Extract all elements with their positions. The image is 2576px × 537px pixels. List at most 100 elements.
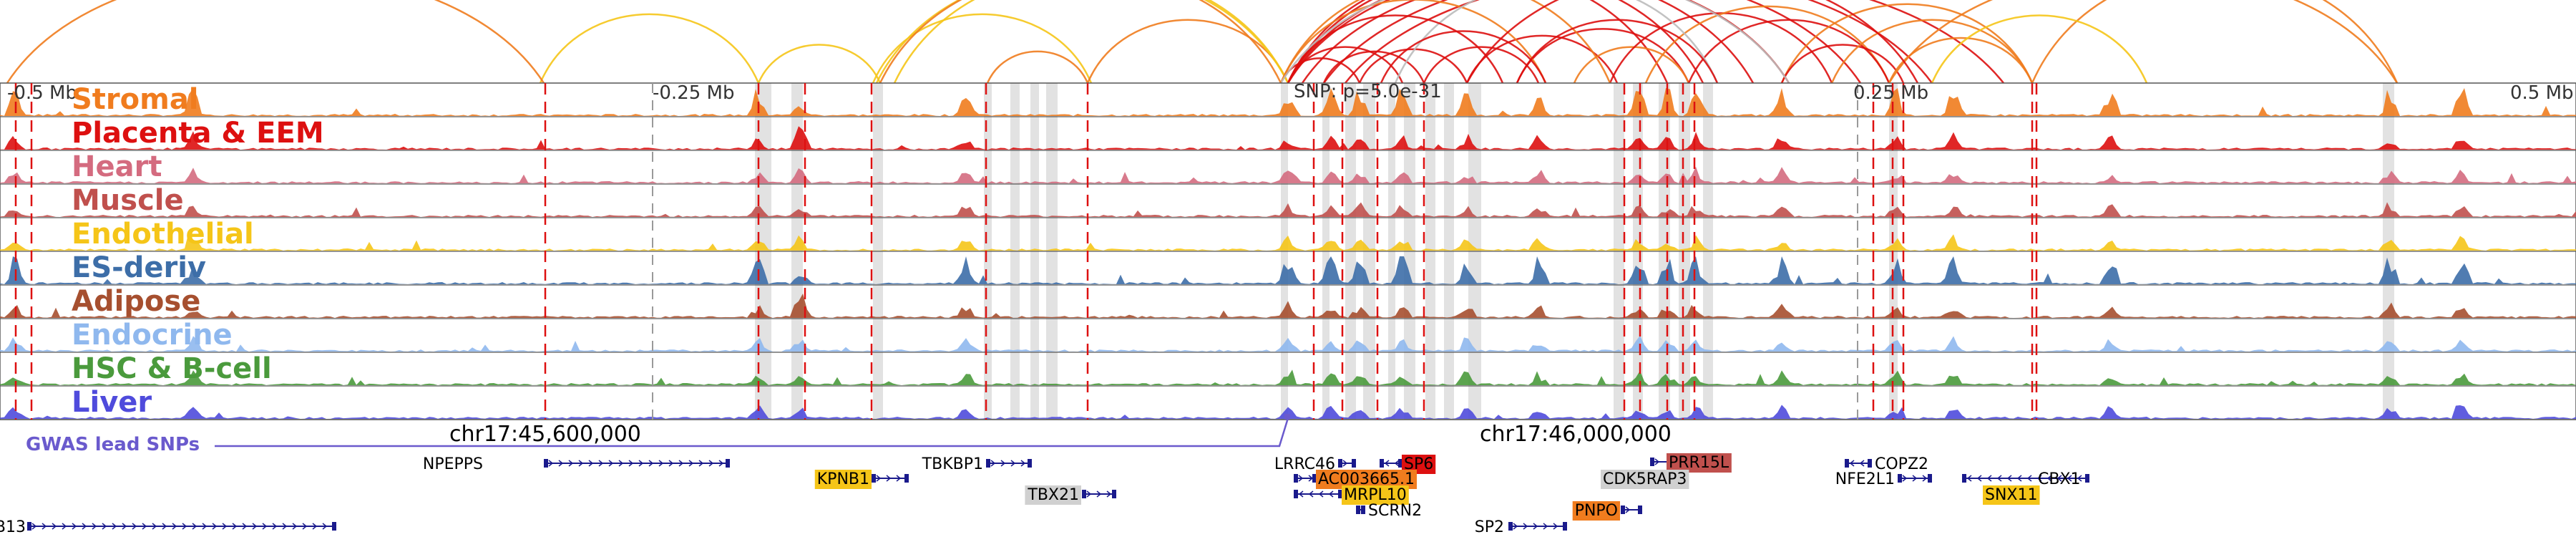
strand-chevron	[608, 460, 614, 467]
strand-chevron	[212, 523, 218, 530]
strand-chevron	[708, 460, 714, 467]
interaction-arc	[1780, 3, 2034, 84]
strand-chevron	[1106, 490, 1112, 498]
strand-chevron	[698, 460, 704, 467]
exon-block	[1338, 490, 1342, 498]
gene-label: PRR15L	[1669, 454, 1729, 472]
interaction-arc	[1573, 46, 1690, 84]
gene-label: AC003665.1	[1318, 470, 1415, 488]
gene-label: SP2	[1475, 518, 1504, 536]
exon-block	[904, 474, 909, 483]
signal-adipose	[0, 294, 2576, 318]
exon-block	[1361, 505, 1365, 514]
interaction-arc	[1423, 46, 1540, 84]
coordinate-label-46000000: chr17:46,000,000	[1480, 422, 1672, 447]
exon-block	[1962, 474, 1966, 483]
strand-chevron	[1298, 475, 1304, 482]
interaction-arc	[1086, 19, 1289, 84]
strand-chevron	[1010, 460, 1016, 467]
interaction-arc	[2031, 0, 2399, 84]
signal-placenta-eem	[0, 126, 2576, 150]
interaction-arc	[1322, 50, 1425, 84]
strand-chevron	[1654, 458, 1660, 465]
strand-chevron	[272, 523, 278, 530]
axis-tick-minus-0.5mb: -0.5 Mb	[7, 82, 77, 104]
strand-chevron	[82, 523, 87, 530]
interaction-arc	[1931, 14, 2148, 84]
track-label-placenta-eem: Placenta & EEM	[72, 117, 324, 150]
interaction-arc	[986, 50, 1089, 84]
gene-label: COPZ2	[1875, 455, 1928, 473]
strand-chevron	[588, 460, 594, 467]
strand-chevron	[252, 523, 258, 530]
strand-chevron	[42, 523, 47, 530]
strand-chevron	[162, 523, 167, 530]
gene-label: B13	[0, 518, 26, 536]
signal-es-deriv	[0, 256, 2576, 284]
gene-highlight-box	[1342, 485, 1409, 505]
interaction-arc	[875, 0, 1289, 84]
interaction-arc	[1287, 0, 1669, 84]
exon-block	[1312, 474, 1317, 483]
gene-highlight-box	[814, 470, 872, 489]
signal-liver	[0, 405, 2576, 419]
interaction-arc	[1394, 0, 1719, 84]
exon-block	[1028, 459, 1032, 468]
strand-chevron	[1086, 490, 1092, 498]
gene-kpnb1: KPNB1	[814, 470, 909, 489]
track-label-es-deriv: ES-deriv	[72, 251, 206, 284]
interaction-arc	[1888, 0, 2399, 84]
axis-tick-minus-0.25mb: -0.25 Mb	[653, 82, 734, 104]
interaction-arc	[6, 0, 545, 84]
exon-block	[1638, 505, 1642, 514]
interaction-arc	[1279, 0, 1611, 84]
interaction-arc	[1780, 44, 1905, 84]
exon-block	[986, 459, 990, 468]
gwas-track: GWAS lead SNPs	[26, 414, 1290, 455]
gwas-lead-snps-label: GWAS lead SNPs	[26, 434, 200, 455]
strand-chevron	[618, 460, 624, 467]
strand-chevron	[638, 460, 644, 467]
snp-pvalue-label: SNP: p=5.0e-31	[1294, 81, 1442, 102]
strand-chevron	[92, 523, 97, 530]
strand-chevron	[1553, 523, 1558, 530]
strand-chevron	[1308, 490, 1314, 498]
exon-block	[1294, 474, 1298, 483]
strand-chevron	[568, 460, 574, 467]
strand-chevron	[2057, 475, 2062, 482]
coordinate-label-45600000: chr17:45,600,000	[449, 422, 641, 447]
strand-chevron	[1020, 460, 1026, 467]
strand-chevron	[232, 523, 238, 530]
strand-chevron	[222, 523, 228, 530]
gene-label: SNX11	[1985, 486, 2038, 504]
interaction-arc	[1287, 14, 1504, 84]
track-label-hsc-b-cell: HSC & B-cell	[72, 352, 272, 385]
signal-muscle	[0, 202, 2576, 217]
interaction-arc	[1279, 0, 1547, 84]
strand-chevron	[548, 460, 554, 467]
signal-stromal	[0, 88, 2576, 116]
interaction-arc	[1465, 0, 1919, 84]
exon-block	[1621, 505, 1625, 514]
interaction-arc	[879, 0, 1282, 84]
axis-tick-plus-0.25mb: 0.25 Mb	[1853, 82, 1928, 104]
coordinate-labels: chr17:45,600,000 chr17:46,000,000	[449, 422, 1672, 447]
exon-block	[1398, 459, 1402, 468]
strand-chevron	[1986, 475, 1992, 482]
track-label-endothelial: Endothelial	[72, 218, 254, 251]
axis-tick-plus-0.5mb: 0.5 Mb	[2510, 82, 2574, 104]
strand-chevron	[1342, 460, 1348, 467]
gene-tbkbp1: TBKBP1	[922, 455, 1032, 473]
strand-chevron	[72, 523, 77, 530]
strand-chevron	[302, 523, 308, 530]
gene-mrpl10: MRPL10	[1294, 485, 1409, 505]
gene-nfe2l1: NFE2L1	[1835, 470, 1932, 488]
interaction-arc	[1322, 0, 1933, 84]
interaction-arc	[539, 13, 760, 84]
strand-chevron	[1298, 490, 1304, 498]
gene-highlight-box	[1983, 485, 2040, 505]
strand-chevron	[1996, 475, 2002, 482]
interaction-arc	[1644, 5, 1890, 84]
track-label-liver: Liver	[72, 386, 152, 419]
